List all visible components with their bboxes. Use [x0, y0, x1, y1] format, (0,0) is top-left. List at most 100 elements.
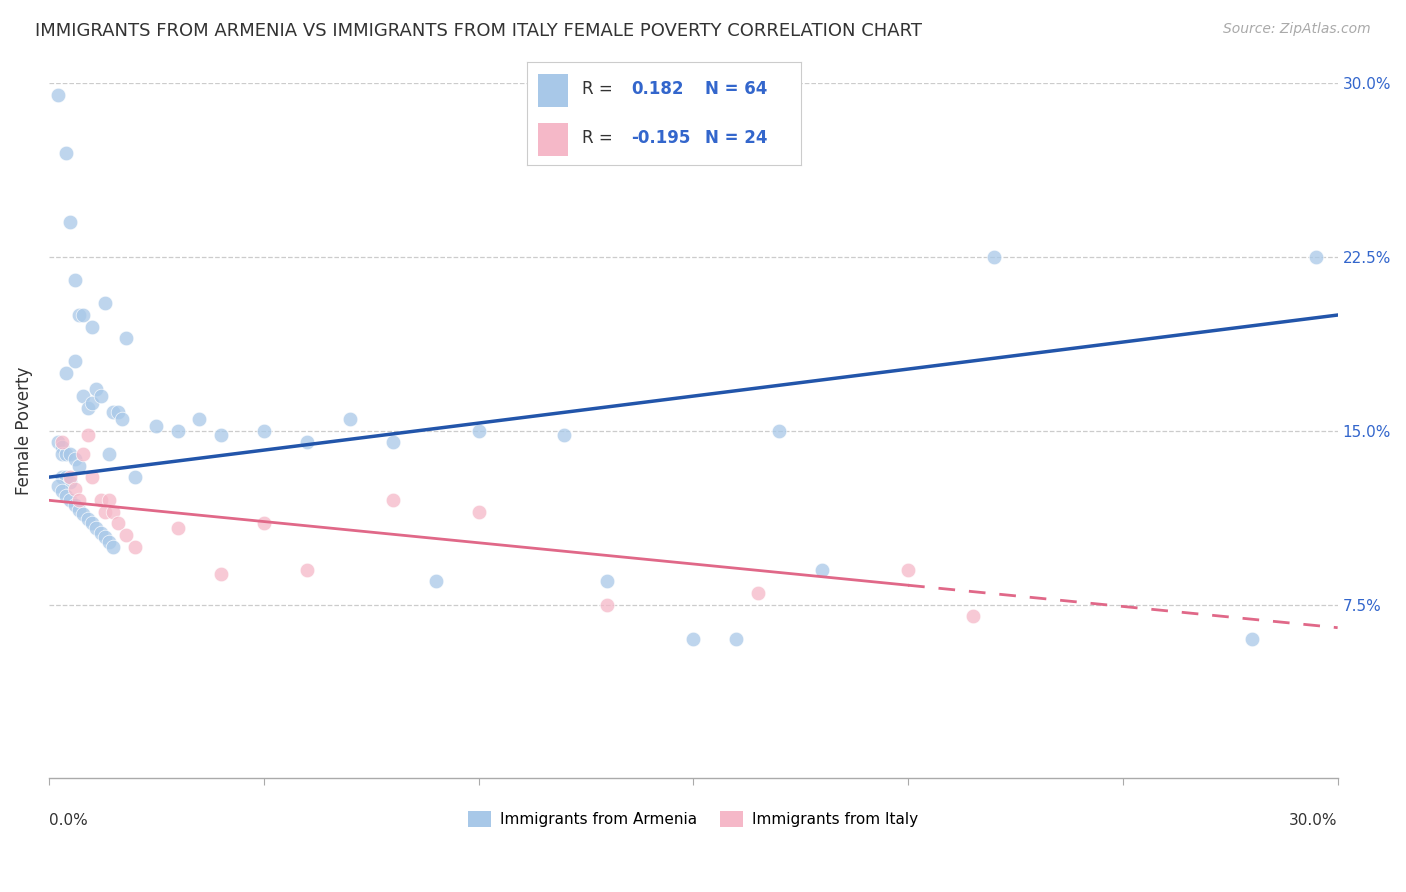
- Point: [63, 273, 86, 287]
- Text: 30.0%: 30.0%: [1289, 813, 1337, 828]
- Point: [63, 498, 86, 512]
- Point: [768, 424, 790, 438]
- Point: [72, 389, 94, 403]
- Point: [72, 447, 94, 461]
- Point: [107, 516, 129, 531]
- Point: [55, 489, 77, 503]
- Point: [80, 396, 103, 410]
- Point: [682, 632, 704, 647]
- Point: [467, 424, 489, 438]
- Point: [425, 574, 447, 589]
- Point: [467, 505, 489, 519]
- Point: [253, 516, 276, 531]
- Point: [124, 540, 146, 554]
- Point: [67, 308, 90, 322]
- Point: [63, 482, 86, 496]
- Point: [76, 428, 98, 442]
- Point: [103, 540, 125, 554]
- Point: [962, 609, 984, 624]
- Point: [124, 470, 146, 484]
- Point: [72, 507, 94, 521]
- Point: [59, 493, 82, 508]
- Text: N = 64: N = 64: [706, 80, 768, 98]
- Point: [59, 475, 82, 489]
- Text: 0.0%: 0.0%: [49, 813, 87, 828]
- Point: [46, 435, 69, 450]
- Point: [209, 428, 232, 442]
- FancyBboxPatch shape: [538, 123, 568, 156]
- Y-axis label: Female Poverty: Female Poverty: [15, 367, 32, 495]
- Point: [55, 447, 77, 461]
- Text: 0.182: 0.182: [631, 80, 683, 98]
- Point: [51, 470, 73, 484]
- Point: [89, 389, 111, 403]
- Point: [72, 308, 94, 322]
- Point: [983, 250, 1005, 264]
- Point: [55, 366, 77, 380]
- Point: [381, 493, 404, 508]
- Point: [89, 493, 111, 508]
- Point: [51, 484, 73, 499]
- Point: [747, 586, 769, 600]
- Point: [188, 412, 211, 426]
- Point: [166, 424, 188, 438]
- Point: [89, 525, 111, 540]
- Point: [103, 405, 125, 419]
- Point: [84, 382, 107, 396]
- Point: [295, 563, 318, 577]
- Point: [295, 435, 318, 450]
- Point: [725, 632, 748, 647]
- Point: [897, 563, 920, 577]
- Point: [103, 505, 125, 519]
- Point: [596, 598, 619, 612]
- Text: R =: R =: [582, 129, 619, 147]
- Point: [67, 493, 90, 508]
- Point: [111, 412, 134, 426]
- Point: [253, 424, 276, 438]
- Point: [98, 493, 121, 508]
- Point: [59, 447, 82, 461]
- Point: [63, 451, 86, 466]
- Point: [553, 428, 575, 442]
- Point: [51, 447, 73, 461]
- Point: [1305, 250, 1327, 264]
- Point: [51, 435, 73, 450]
- Point: [209, 567, 232, 582]
- Point: [811, 563, 834, 577]
- Point: [94, 530, 117, 544]
- Point: [76, 512, 98, 526]
- Point: [67, 458, 90, 473]
- Text: N = 24: N = 24: [706, 129, 768, 147]
- Point: [80, 319, 103, 334]
- Point: [115, 528, 138, 542]
- Point: [80, 516, 103, 531]
- Text: IMMIGRANTS FROM ARMENIA VS IMMIGRANTS FROM ITALY FEMALE POVERTY CORRELATION CHAR: IMMIGRANTS FROM ARMENIA VS IMMIGRANTS FR…: [35, 22, 922, 40]
- Point: [51, 440, 73, 454]
- Point: [98, 535, 121, 549]
- Point: [63, 354, 86, 368]
- Point: [166, 521, 188, 535]
- Point: [596, 574, 619, 589]
- Text: Source: ZipAtlas.com: Source: ZipAtlas.com: [1223, 22, 1371, 37]
- Point: [59, 470, 82, 484]
- FancyBboxPatch shape: [538, 74, 568, 106]
- Point: [381, 435, 404, 450]
- Point: [55, 470, 77, 484]
- Point: [94, 296, 117, 310]
- Point: [94, 505, 117, 519]
- Text: -0.195: -0.195: [631, 129, 690, 147]
- Point: [84, 521, 107, 535]
- Point: [55, 145, 77, 160]
- Point: [46, 479, 69, 493]
- Point: [59, 215, 82, 229]
- Point: [115, 331, 138, 345]
- Point: [67, 502, 90, 516]
- Text: R =: R =: [582, 80, 619, 98]
- Point: [76, 401, 98, 415]
- Point: [98, 447, 121, 461]
- Point: [107, 405, 129, 419]
- Point: [1240, 632, 1263, 647]
- Point: [46, 88, 69, 103]
- Point: [145, 419, 167, 434]
- Point: [339, 412, 361, 426]
